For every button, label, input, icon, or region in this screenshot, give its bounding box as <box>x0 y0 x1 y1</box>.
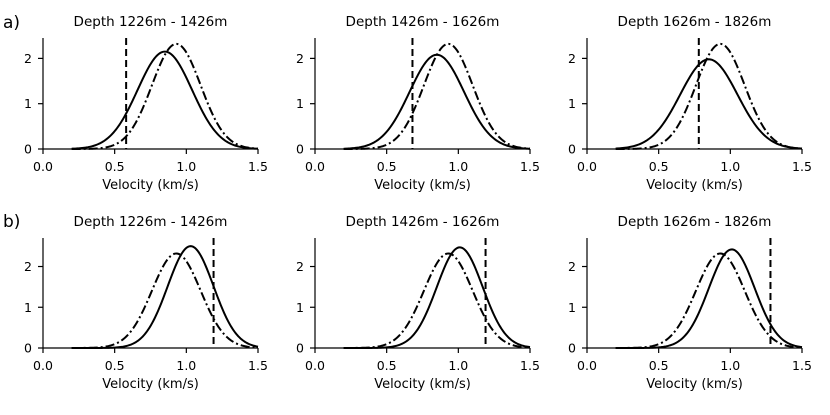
panel-title: Depth 1226m - 1426m <box>74 214 228 230</box>
panel-a1: Depth 1226m - 1426m 0.0 0.5 1.0 1.5 0 1 2 Veloci… <box>24 14 268 193</box>
y-tick-label: 0 <box>296 142 304 157</box>
y-tick-label: 0 <box>24 142 32 157</box>
x-axis-label: Velocity (km/s) <box>374 178 471 193</box>
x-tick-label: 1.5 <box>248 358 268 373</box>
y-tick-label: 2 <box>296 259 304 274</box>
dashdot-curve <box>71 252 259 349</box>
row-label-b: b) <box>3 212 20 232</box>
x-tick-label: 0.0 <box>577 159 597 174</box>
y-tick-label: 0 <box>296 341 304 356</box>
y-tick-label: 2 <box>296 51 304 66</box>
x-tick-label: 0.0 <box>33 358 53 373</box>
panel-title: Depth 1226m - 1426m <box>74 14 228 30</box>
panel-a2: Depth 1426m - 1626m 0.0 0.5 1.0 1.5 0 1 2 Veloci… <box>296 14 540 193</box>
dashdot-curve <box>343 42 531 150</box>
x-tick-label: 0.0 <box>577 358 597 373</box>
y-tick-label: 1 <box>568 96 576 111</box>
y-tick-label: 2 <box>568 259 576 274</box>
x-axis-label: Velocity (km/s) <box>102 377 199 392</box>
x-tick-label: 1.5 <box>792 358 812 373</box>
x-tick-label: 1.0 <box>720 159 740 174</box>
panel-b2: Depth 1426m - 1626m 0.0 0.5 1.0 1.5 0 1 2 Veloci… <box>296 214 540 392</box>
x-tick-label: 0.5 <box>377 358 397 373</box>
x-tick-label: 0.5 <box>377 159 397 174</box>
y-tick-label: 2 <box>24 51 32 66</box>
x-tick-label: 1.0 <box>176 358 196 373</box>
x-tick-label: 1.5 <box>520 159 540 174</box>
dashdot-curve <box>615 252 803 349</box>
panel-b1: Depth 1226m - 1426m 0.0 0.5 1.0 1.5 0 1 2 Veloci… <box>24 214 268 392</box>
panel-a3: Depth 1626m - 1826m 0.0 0.5 1.0 1.5 0 1 2 Veloci… <box>568 14 812 193</box>
y-tick-label: 2 <box>568 51 576 66</box>
x-tick-label: 1.0 <box>448 358 468 373</box>
panels: Depth 1226m - 1426m 0.0 0.5 1.0 1.5 0 1 2 Veloci… <box>24 14 812 392</box>
row-label-a: a) <box>3 13 20 33</box>
x-tick-label: 1.5 <box>792 159 812 174</box>
panel-title: Depth 1626m - 1826m <box>618 214 772 230</box>
dashdot-curve <box>615 42 803 150</box>
dashdot-curve <box>343 252 531 349</box>
x-tick-label: 0.0 <box>305 159 325 174</box>
x-tick-label: 0.5 <box>649 159 669 174</box>
x-tick-label: 1.0 <box>176 159 196 174</box>
solid-curve <box>71 245 259 349</box>
x-tick-label: 1.5 <box>248 159 268 174</box>
panel-title: Depth 1426m - 1626m <box>346 14 500 30</box>
x-tick-label: 0.5 <box>105 159 125 174</box>
x-tick-label: 1.0 <box>448 159 468 174</box>
x-axis-label: Velocity (km/s) <box>646 377 743 392</box>
x-axis-label: Velocity (km/s) <box>374 377 471 392</box>
panel-title: Depth 1626m - 1826m <box>618 14 772 30</box>
x-tick-label: 1.5 <box>520 358 540 373</box>
solid-curve <box>71 50 259 150</box>
dashdot-curve <box>71 42 259 150</box>
panel-title: Depth 1426m - 1626m <box>346 214 500 230</box>
panel-b3: Depth 1626m - 1826m 0.0 0.5 1.0 1.5 0 1 2 Veloci… <box>568 214 812 392</box>
x-tick-label: 0.0 <box>305 358 325 373</box>
y-tick-label: 0 <box>24 341 32 356</box>
x-axis-label: Velocity (km/s) <box>102 178 199 193</box>
x-tick-label: 1.0 <box>720 358 740 373</box>
y-tick-label: 2 <box>24 259 32 274</box>
y-tick-label: 1 <box>568 300 576 315</box>
y-tick-label: 0 <box>568 341 576 356</box>
x-tick-label: 0.0 <box>33 159 53 174</box>
x-axis-label: Velocity (km/s) <box>646 178 743 193</box>
y-tick-label: 1 <box>24 96 32 111</box>
y-tick-label: 1 <box>296 96 304 111</box>
y-tick-label: 1 <box>296 300 304 315</box>
solid-curve <box>343 53 531 150</box>
x-tick-label: 0.5 <box>649 358 669 373</box>
y-tick-label: 0 <box>568 142 576 157</box>
x-tick-label: 0.5 <box>105 358 125 373</box>
solid-curve <box>615 58 803 150</box>
y-tick-label: 1 <box>24 300 32 315</box>
